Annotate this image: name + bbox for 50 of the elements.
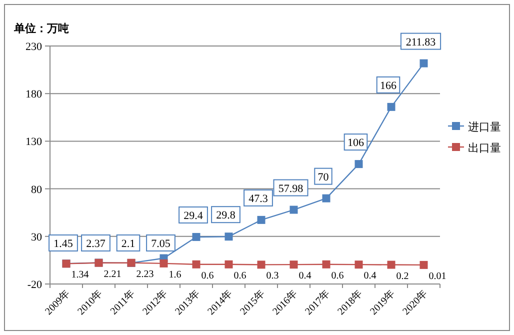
data-label: 0.6 [234,270,246,282]
data-label: 0.6 [331,270,344,282]
y-axis-title: 单位：万吨 [13,22,69,35]
data-label: 0.01 [428,270,446,282]
point [257,260,266,269]
point [257,216,266,224]
data-label: 7.05 [151,238,171,250]
data-label: 70 [318,171,330,184]
y-tick-label: 130 [26,136,42,148]
point [290,260,298,269]
y-tick-label: 80 [31,184,42,196]
data-label: 0.2 [396,270,409,282]
point [387,260,396,269]
point [192,260,200,268]
point [192,232,200,241]
data-label: 2.1 [121,238,136,250]
y-tick-label: -20 [27,279,42,291]
legend-label: 出口量 [468,142,501,154]
data-label: 0.4 [364,270,376,282]
point [160,259,168,268]
data-label: 106 [348,137,364,150]
data-label: 2.23 [136,268,154,280]
point [354,160,363,168]
point [322,260,330,268]
data-label: 47.3 [248,192,268,205]
data-label: 1.34 [71,270,89,281]
data-label: 57.98 [278,182,304,195]
data-label: 29.8 [216,210,236,222]
data-label: 166 [380,80,397,92]
point [322,194,330,202]
data-label: 0.4 [298,270,312,282]
point [387,102,396,111]
data-label: 1.45 [54,238,74,250]
y-tick-label: 30 [31,231,42,244]
data-label: 29.4 [184,210,204,222]
data-label: 211.83 [406,36,436,48]
point [224,260,233,268]
data-label: 1.6 [168,269,182,280]
point [354,260,363,269]
point [290,206,298,214]
data-label: 0.3 [266,270,279,282]
point [224,232,233,241]
y-tick-label: 230 [26,41,42,53]
data-label: 2.37 [86,238,106,250]
legend-label: 进口量 [468,120,501,134]
y-tick-label: 180 [26,88,42,101]
data-label: 2.21 [104,268,122,280]
point [420,59,428,68]
point [420,260,428,269]
data-label: 0.6 [201,270,214,282]
